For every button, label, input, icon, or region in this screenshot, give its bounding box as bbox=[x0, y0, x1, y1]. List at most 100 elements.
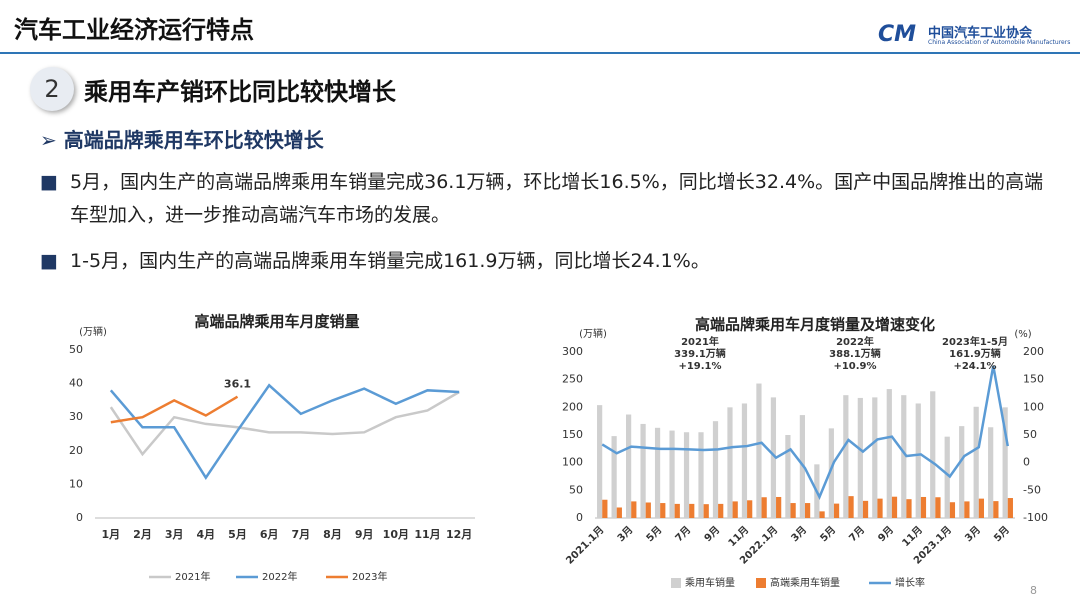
bar bbox=[944, 436, 950, 518]
legend-label: 2023年 bbox=[352, 570, 387, 583]
annotation: +24.1% bbox=[953, 361, 996, 372]
bar bbox=[805, 503, 811, 518]
y2-axis-label: (%) bbox=[1014, 329, 1031, 340]
annotation: 2022年 bbox=[836, 335, 874, 348]
x-tick-label: 9月 bbox=[702, 524, 722, 544]
bar bbox=[683, 432, 690, 518]
bar bbox=[602, 499, 608, 518]
section-number: 2 bbox=[30, 67, 74, 111]
logo-mark: CM bbox=[878, 22, 917, 47]
y-tick-label: 20 bbox=[69, 444, 83, 457]
annotation: +10.9% bbox=[833, 361, 876, 372]
annotation: 161.9万辆 bbox=[949, 347, 1001, 360]
bar bbox=[689, 503, 695, 518]
series-line bbox=[601, 365, 1009, 500]
annotation: 339.1万辆 bbox=[674, 347, 726, 360]
bar bbox=[631, 501, 637, 518]
y2-tick-label: -100 bbox=[1023, 511, 1048, 524]
annotation: 2021年 bbox=[681, 335, 719, 348]
bar bbox=[625, 414, 632, 518]
bar bbox=[756, 383, 762, 518]
x-tick-label: 2月 bbox=[133, 528, 152, 541]
bar bbox=[776, 496, 782, 518]
y-tick-label: 0 bbox=[576, 511, 583, 524]
y-axis-label: (万辆) bbox=[79, 325, 107, 338]
logo-en: China Association of Automobile Manufact… bbox=[928, 39, 1071, 46]
bar bbox=[935, 497, 941, 518]
bullet: ■ 1-5月，国内生产的高端品牌乘用车销量完成161.9万辆，同比增长24.1%… bbox=[40, 250, 710, 272]
bar bbox=[848, 496, 854, 518]
bar bbox=[616, 507, 622, 518]
x-tick-label: 10月 bbox=[383, 528, 409, 541]
bar bbox=[718, 503, 724, 518]
bar bbox=[703, 504, 709, 518]
bar bbox=[660, 503, 666, 518]
bar bbox=[669, 430, 675, 518]
bar bbox=[597, 405, 603, 518]
data-label: 36.1 bbox=[224, 378, 251, 391]
y-axis-label: (万辆) bbox=[579, 327, 607, 340]
x-tick-label: 5月 bbox=[818, 524, 838, 544]
bar bbox=[654, 427, 661, 518]
bar bbox=[790, 503, 796, 518]
bullet-text: 5月，国内生产的高端品牌乘用车销量完成36.1万辆，环比增长16.5%，同比增长… bbox=[70, 171, 1044, 226]
x-tick-label: 3月 bbox=[615, 524, 635, 544]
y-tick-label: 250 bbox=[562, 373, 583, 386]
y-tick-label: 100 bbox=[562, 456, 583, 469]
annotation: +19.1% bbox=[678, 361, 721, 372]
y-tick-label: 40 bbox=[69, 377, 83, 390]
y-tick-label: 50 bbox=[569, 483, 583, 496]
y-tick-label: 200 bbox=[562, 400, 583, 413]
series-line bbox=[109, 390, 460, 457]
logo-text: 中国汽车工业协会 bbox=[928, 26, 1033, 41]
x-tick-label: 11月 bbox=[414, 528, 440, 541]
x-tick-label: 7月 bbox=[847, 524, 867, 544]
y-tick-label: 10 bbox=[69, 477, 83, 490]
bar bbox=[988, 427, 994, 518]
y-tick-label: 0 bbox=[76, 511, 83, 524]
bar bbox=[727, 407, 733, 518]
bar bbox=[959, 426, 965, 518]
x-tick-label: 12月 bbox=[446, 528, 472, 541]
bar bbox=[674, 503, 680, 518]
bar bbox=[712, 421, 719, 518]
bullet: ■ 5月，国内生产的高端品牌乘用车销量完成36.1万辆，环比增长16.5%，同比… bbox=[40, 171, 1044, 226]
annotation: 2023年1-5月 bbox=[942, 335, 1008, 348]
x-tick-label: 3月 bbox=[165, 528, 184, 541]
bar bbox=[640, 423, 646, 518]
bar bbox=[741, 403, 748, 518]
bar bbox=[915, 403, 921, 518]
legend-swatch bbox=[671, 578, 681, 588]
legend-label: 增长率 bbox=[895, 576, 925, 589]
x-tick-label: 11月 bbox=[900, 524, 925, 549]
bar bbox=[886, 389, 892, 518]
bar bbox=[964, 501, 970, 518]
bar bbox=[920, 496, 927, 518]
bar bbox=[901, 395, 907, 518]
x-tick-label: 9月 bbox=[355, 528, 374, 541]
subheading: ➢ 高端品牌乘用车环比较快增长 bbox=[40, 128, 324, 152]
x-tick-label: 2021.1月 bbox=[564, 524, 607, 567]
annotation: 388.1万辆 bbox=[829, 347, 881, 360]
bar bbox=[828, 428, 834, 518]
bullet-text: 1-5月，国内生产的高端品牌乘用车销量完成161.9万辆，同比增长24.1%。 bbox=[70, 250, 710, 272]
bar bbox=[906, 499, 912, 518]
y2-tick-label: 50 bbox=[1023, 428, 1037, 441]
x-tick-label: 1月 bbox=[102, 528, 121, 541]
legend-label: 高端乘用车销量 bbox=[770, 576, 840, 589]
legend-label: 2021年 bbox=[175, 570, 210, 583]
x-tick-label: 6月 bbox=[260, 528, 279, 541]
bar bbox=[645, 502, 651, 518]
bar bbox=[1007, 498, 1013, 518]
series-line bbox=[110, 395, 239, 424]
legend-swatch bbox=[756, 578, 766, 588]
y2-tick-label: 100 bbox=[1023, 400, 1044, 413]
x-tick-label: 9月 bbox=[876, 524, 896, 544]
bar bbox=[833, 503, 840, 518]
y-tick-label: 50 bbox=[69, 343, 83, 356]
chart-title: 高端品牌乘用车月度销量 bbox=[194, 313, 359, 331]
y-tick-label: 150 bbox=[562, 428, 583, 441]
bar bbox=[1002, 407, 1008, 518]
y2-tick-label: 150 bbox=[1023, 373, 1044, 386]
